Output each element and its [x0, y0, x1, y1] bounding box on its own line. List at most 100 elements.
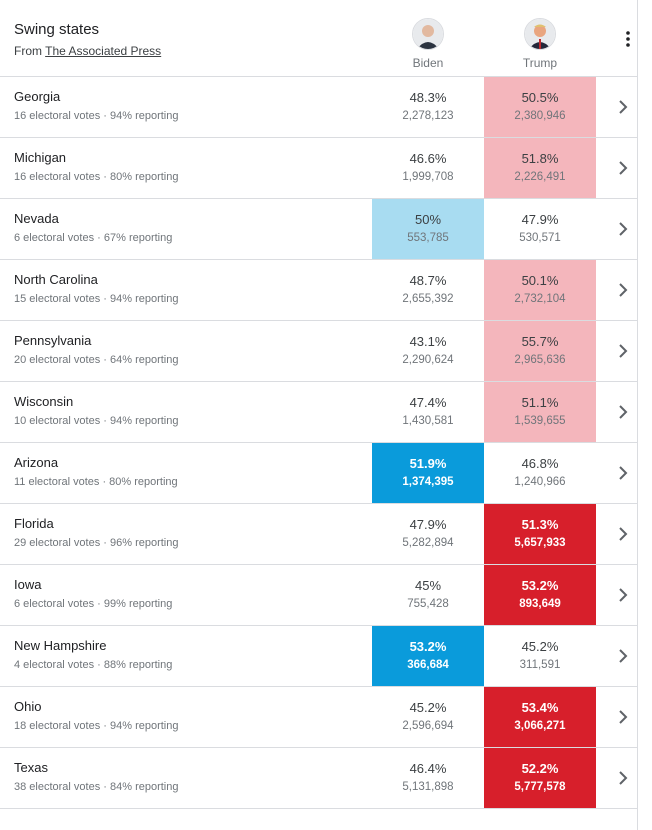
vote-percent: 47.9% [521, 212, 559, 227]
vote-count: 2,278,123 [402, 110, 454, 122]
source-prefix: From [14, 44, 42, 58]
vote-count: 553,785 [407, 232, 449, 244]
state-detail: 6 electoral votes · 99% reporting [14, 598, 173, 610]
vote-count: 5,131,898 [402, 781, 454, 793]
chevron[interactable] [616, 648, 630, 664]
vote-count: 2,226,491 [514, 171, 566, 183]
state-row[interactable]: Texas 38 electoral votes · 84% reporting 4… [0, 748, 637, 809]
candidate: Biden [372, 18, 484, 70]
avatar [412, 18, 444, 50]
chevron[interactable] [616, 709, 630, 725]
vote-percent: 47.9% [409, 517, 447, 532]
trump-cell: 53.4% 3,066,271 [484, 687, 596, 747]
biden-cell: 43.1% 2,290,624 [372, 321, 484, 381]
state-detail: 38 electoral votes · 84% reporting [14, 781, 179, 793]
state-name: Wisconsin [14, 394, 74, 409]
title: Swing states [14, 21, 100, 38]
vote-percent: 47.4% [409, 395, 447, 410]
state-name: Pennsylvania [14, 333, 92, 348]
vote-percent: 46.4% [409, 761, 447, 776]
biden-cell: 47.9% 5,282,894 [372, 504, 484, 564]
vote-percent: 52.2% [521, 761, 559, 776]
biden-cell: 50% 553,785 [372, 199, 484, 259]
chevron[interactable] [616, 587, 630, 603]
vote-percent: 50.5% [521, 90, 559, 105]
avatar [524, 18, 556, 50]
trump-cell: 47.9% 530,571 [484, 199, 596, 259]
vote-percent: 55.7% [521, 334, 559, 349]
biden-cell: 51.9% 1,374,395 [372, 443, 484, 503]
state-row[interactable]: North Carolina 15 electoral votes · 94% r… [0, 260, 637, 321]
state-detail: 15 electoral votes · 94% reporting [14, 293, 179, 305]
state-name: Florida [14, 516, 54, 531]
state-detail: 18 electoral votes · 94% reporting [14, 720, 179, 732]
trump-cell: 50.5% 2,380,946 [484, 77, 596, 137]
state-row[interactable]: Pennsylvania 20 electoral votes · 64% rep… [0, 321, 637, 382]
vote-percent: 51.3% [521, 517, 559, 532]
biden-cell: 48.3% 2,278,123 [372, 77, 484, 137]
state-detail: 20 electoral votes · 64% reporting [14, 354, 179, 366]
chevron[interactable] [616, 99, 630, 115]
vote-count: 5,282,894 [402, 537, 454, 549]
chevron[interactable] [616, 282, 630, 298]
state-row[interactable]: Georgia 16 electoral votes · 94% reportin… [0, 77, 637, 138]
state-detail: 16 electoral votes · 94% reporting [14, 110, 179, 122]
avatar-image [413, 19, 443, 49]
trump-cell: 50.1% 2,732,104 [484, 260, 596, 320]
state-name: North Carolina [14, 272, 98, 287]
vote-count: 2,732,104 [514, 293, 566, 305]
biden-cell: 46.4% 5,131,898 [372, 748, 484, 808]
candidate-name: Trump [522, 56, 558, 70]
chevron[interactable] [616, 343, 630, 359]
vote-count: 2,380,946 [514, 110, 566, 122]
state-row[interactable]: Arizona 11 electoral votes · 80% reportin… [0, 443, 637, 504]
vote-percent: 48.7% [409, 273, 447, 288]
trump-cell: 51.3% 5,657,933 [484, 504, 596, 564]
source-link[interactable]: The Associated Press [45, 44, 162, 58]
vote-count: 3,066,271 [514, 720, 566, 732]
state-row[interactable]: Ohio 18 electoral votes · 94% reporting 45… [0, 687, 637, 748]
candidate-name: Biden [412, 56, 444, 70]
state-name: Nevada [14, 211, 59, 226]
biden-cell: 48.7% 2,655,392 [372, 260, 484, 320]
vote-percent: 53.4% [521, 700, 559, 715]
vote-count: 311,591 [519, 659, 561, 671]
state-row[interactable]: Michigan 16 electoral votes · 80% reporti… [0, 138, 637, 199]
state-name: Arizona [14, 455, 59, 470]
state-name: Georgia [14, 89, 61, 104]
trump-cell: 45.2% 311,591 [484, 626, 596, 686]
vote-percent: 46.6% [409, 151, 447, 166]
vote-percent: 53.2% [409, 639, 447, 654]
header: Swing states From The Associated Press B… [0, 0, 637, 77]
vote-count: 366,684 [407, 659, 449, 671]
chevron[interactable] [616, 160, 630, 176]
state-row[interactable]: New Hampshire 4 electoral votes · 88% rep… [0, 626, 637, 687]
state-row[interactable]: Nevada 6 electoral votes · 67% reporting 5… [0, 199, 637, 260]
vote-percent: 50% [414, 212, 442, 227]
chevron[interactable] [616, 465, 630, 481]
vote-percent: 45.2% [409, 700, 447, 715]
vote-count: 1,430,581 [402, 415, 454, 427]
more-menu[interactable] [622, 30, 634, 48]
state-detail: 4 electoral votes · 88% reporting [14, 659, 173, 671]
trump-cell: 51.8% 2,226,491 [484, 138, 596, 198]
chevron[interactable] [616, 526, 630, 542]
vote-count: 1,240,966 [514, 476, 566, 488]
state-detail: 10 electoral votes · 94% reporting [14, 415, 179, 427]
vote-count: 755,428 [407, 598, 449, 610]
biden-cell: 45.2% 2,596,694 [372, 687, 484, 747]
state-row[interactable]: Wisconsin 10 electoral votes · 94% report… [0, 382, 637, 443]
biden-cell: 47.4% 1,430,581 [372, 382, 484, 442]
vote-count: 530,571 [519, 232, 561, 244]
vote-count: 2,655,392 [402, 293, 454, 305]
chevron[interactable] [616, 221, 630, 237]
vote-percent: 51.8% [521, 151, 559, 166]
state-detail: 16 electoral votes · 80% reporting [14, 171, 179, 183]
state-name: Iowa [14, 577, 42, 592]
vote-percent: 46.8% [521, 456, 559, 471]
state-row[interactable]: Iowa 6 electoral votes · 99% reporting 45%… [0, 565, 637, 626]
biden-cell: 45% 755,428 [372, 565, 484, 625]
state-row[interactable]: Florida 29 electoral votes · 96% reportin… [0, 504, 637, 565]
chevron[interactable] [616, 404, 630, 420]
chevron[interactable] [616, 770, 630, 786]
